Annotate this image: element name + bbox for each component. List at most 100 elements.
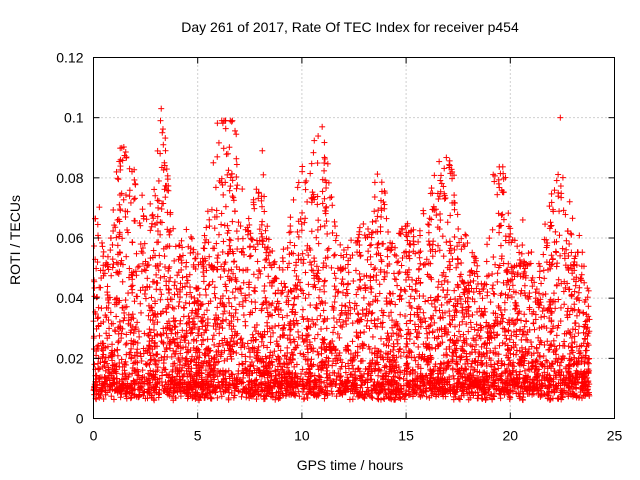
data-point [210, 332, 217, 339]
data-point [171, 257, 178, 264]
data-point [279, 289, 286, 296]
data-point [530, 320, 537, 327]
data-points [90, 105, 593, 404]
data-point [377, 228, 384, 235]
data-point [491, 322, 498, 329]
data-point [158, 291, 165, 298]
data-point [314, 226, 321, 233]
data-point [403, 354, 410, 361]
data-point [469, 311, 476, 318]
data-point [236, 301, 243, 308]
data-point [416, 254, 423, 261]
data-point [403, 377, 410, 384]
data-point [540, 267, 547, 274]
data-point [267, 339, 274, 346]
data-point [154, 228, 161, 235]
data-point [394, 282, 401, 289]
data-point [298, 221, 305, 228]
data-point [108, 393, 115, 400]
data-point [198, 341, 205, 348]
data-point [568, 231, 575, 238]
data-point [240, 267, 247, 274]
data-point [205, 352, 212, 359]
data-point [355, 234, 362, 241]
data-point [260, 238, 267, 245]
data-point [525, 250, 532, 257]
data-point [474, 309, 481, 316]
data-point [324, 247, 331, 254]
data-point [540, 251, 547, 258]
data-point [538, 361, 545, 368]
data-point [343, 286, 350, 293]
data-point [467, 342, 474, 349]
data-point [487, 299, 494, 306]
data-point [395, 270, 402, 277]
data-point [310, 149, 317, 156]
data-point [183, 226, 190, 233]
data-point [272, 393, 279, 400]
data-point [313, 234, 320, 241]
data-point [277, 347, 284, 354]
data-point [458, 259, 465, 266]
data-point [526, 290, 533, 297]
data-point [230, 197, 237, 204]
data-point [155, 204, 162, 211]
data-point [532, 289, 539, 296]
data-point [398, 262, 405, 269]
data-point [558, 190, 565, 197]
data-point [386, 290, 393, 297]
data-point [291, 294, 298, 301]
data-point [295, 388, 302, 395]
data-point [542, 221, 549, 228]
data-point [143, 216, 150, 223]
data-point [321, 277, 328, 284]
data-point [345, 269, 352, 276]
data-point [224, 171, 231, 178]
data-point [295, 252, 302, 259]
data-point [311, 137, 318, 144]
data-point [250, 362, 257, 369]
data-point [372, 265, 379, 272]
data-point [468, 363, 475, 370]
data-point [113, 313, 120, 320]
data-point [499, 211, 506, 218]
data-point [251, 205, 258, 212]
data-point [436, 158, 443, 165]
data-point [349, 338, 356, 345]
data-point [280, 324, 287, 331]
data-point [272, 367, 279, 374]
data-point [475, 392, 482, 399]
data-point [295, 233, 302, 240]
data-point [214, 304, 221, 311]
data-point [446, 238, 453, 245]
data-point [102, 367, 109, 374]
data-point [440, 287, 447, 294]
data-point [455, 256, 462, 263]
data-point [324, 160, 331, 167]
data-point [415, 238, 422, 245]
data-point [426, 221, 433, 228]
data-point [470, 277, 477, 284]
data-point [547, 219, 554, 226]
data-point [280, 325, 287, 332]
data-point [539, 291, 546, 298]
data-point [423, 256, 430, 263]
data-point [434, 284, 441, 291]
data-point [100, 253, 107, 260]
data-point [365, 248, 372, 255]
data-point [528, 249, 535, 256]
data-point [367, 253, 374, 260]
data-point [430, 238, 437, 245]
data-point [469, 343, 476, 350]
data-point [518, 344, 525, 351]
data-point [465, 303, 472, 310]
data-point [380, 312, 387, 319]
data-point [150, 247, 157, 254]
data-point [287, 339, 294, 346]
data-point [356, 224, 363, 231]
data-point [443, 154, 450, 161]
data-point [456, 328, 463, 335]
data-point [115, 339, 122, 346]
data-point [209, 278, 216, 285]
data-point [411, 340, 418, 347]
